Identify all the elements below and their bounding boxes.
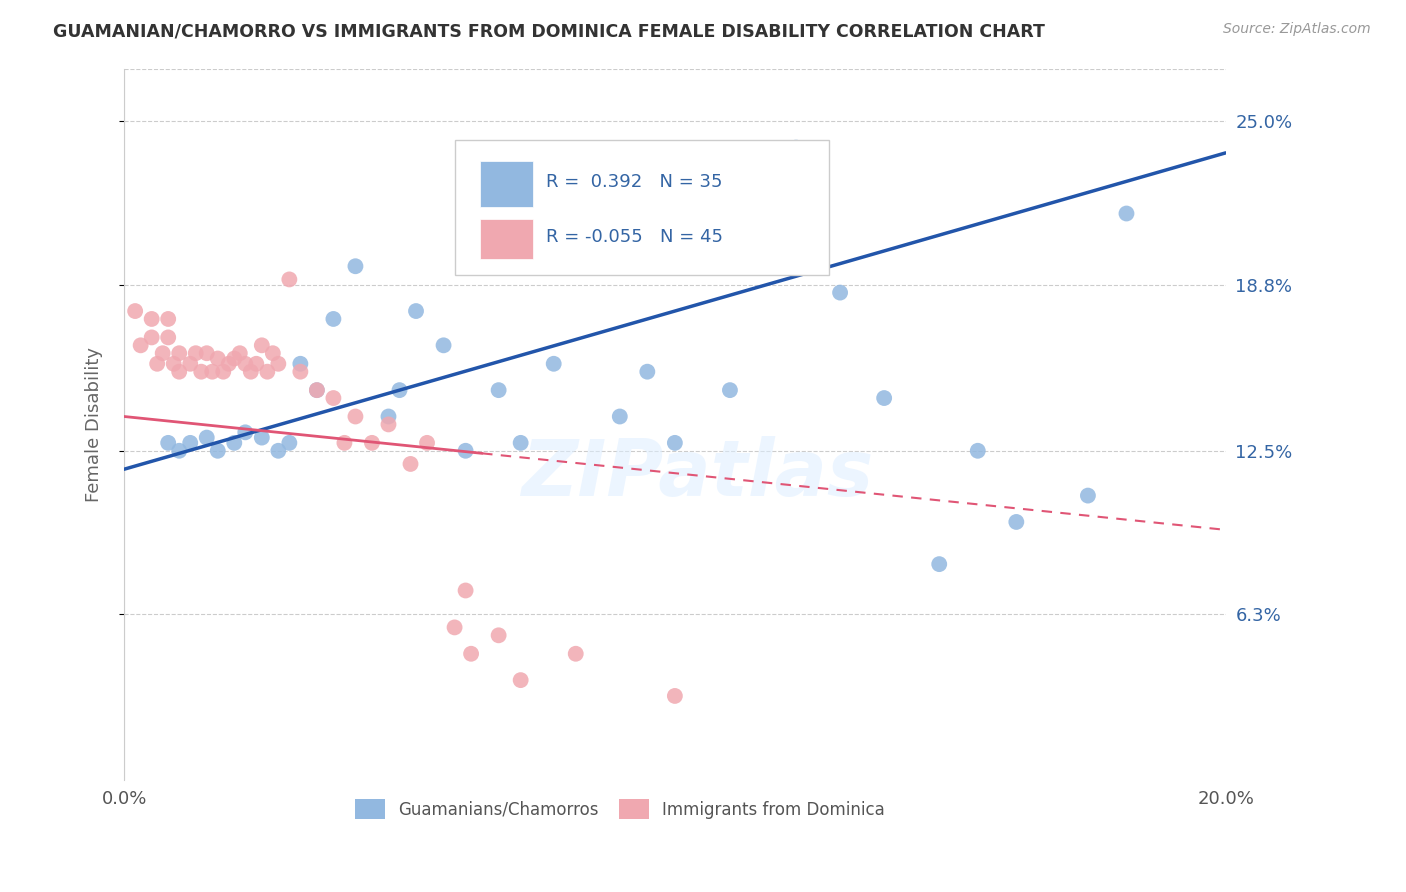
Point [664,435,686,450]
Text: GUAMANIAN/CHAMORRO VS IMMIGRANTS FROM DOMINICA FEMALE DISABILITY CORRELATION CHA: GUAMANIAN/CHAMORRO VS IMMIGRANTS FROM DO… [53,22,1045,40]
FancyBboxPatch shape [479,161,533,207]
Point [224,351,246,366]
Point [454,583,477,598]
Point [333,435,356,450]
Point [416,435,439,450]
Text: R =  0.392   N = 35: R = 0.392 N = 35 [546,173,723,192]
Point [229,346,252,360]
Point [184,346,207,360]
Point [250,431,273,445]
Legend: Guamanians/Chamorros, Immigrants from Dominica: Guamanians/Chamorros, Immigrants from Do… [349,793,891,825]
Point [377,409,399,424]
Point [218,357,240,371]
Point [785,140,807,154]
Point [278,272,301,286]
Point [305,383,328,397]
Y-axis label: Female Disability: Female Disability [86,347,103,502]
Point [207,443,229,458]
Point [322,391,344,405]
Point [636,365,658,379]
Point [1115,206,1137,220]
Point [278,435,301,450]
Point [290,365,312,379]
Point [1005,515,1028,529]
Point [322,312,344,326]
Point [124,304,146,318]
Point [377,417,399,432]
Point [256,365,278,379]
Point [195,431,218,445]
Point [432,338,454,352]
Point [564,647,586,661]
Point [454,443,477,458]
Point [152,346,174,360]
Point [399,457,422,471]
Point [167,443,190,458]
Point [163,357,186,371]
Point [239,365,262,379]
Point [443,620,465,634]
Point [361,435,384,450]
Point [245,357,267,371]
Point [224,435,246,450]
Point [157,312,180,326]
Point [564,259,586,273]
Point [344,259,367,273]
Point [146,357,169,371]
Point [201,365,224,379]
Point [167,365,190,379]
Point [167,346,190,360]
Point [141,330,163,344]
Point [141,312,163,326]
Text: Source: ZipAtlas.com: Source: ZipAtlas.com [1223,22,1371,37]
Point [157,435,180,450]
Point [290,357,312,371]
Point [718,383,741,397]
Point [460,647,482,661]
Point [129,338,152,352]
Point [928,557,950,571]
Point [488,628,510,642]
Point [267,357,290,371]
Point [405,304,427,318]
Point [609,409,631,424]
Point [873,391,896,405]
Point [157,330,180,344]
Point [195,346,218,360]
Point [233,357,256,371]
Point [509,673,531,687]
Point [190,365,212,379]
Point [1077,489,1099,503]
FancyBboxPatch shape [454,140,830,275]
Text: ZIPatlas: ZIPatlas [520,436,873,512]
FancyBboxPatch shape [479,219,533,259]
Point [212,365,235,379]
Point [207,351,229,366]
Point [543,357,565,371]
Point [830,285,852,300]
Point [179,357,201,371]
Point [509,435,531,450]
Point [488,383,510,397]
Point [344,409,367,424]
Point [305,383,328,397]
Point [388,383,411,397]
Point [664,689,686,703]
Point [233,425,256,440]
Point [179,435,201,450]
Text: R = -0.055   N = 45: R = -0.055 N = 45 [546,228,723,246]
Point [250,338,273,352]
Point [267,443,290,458]
Point [966,443,988,458]
Point [262,346,284,360]
